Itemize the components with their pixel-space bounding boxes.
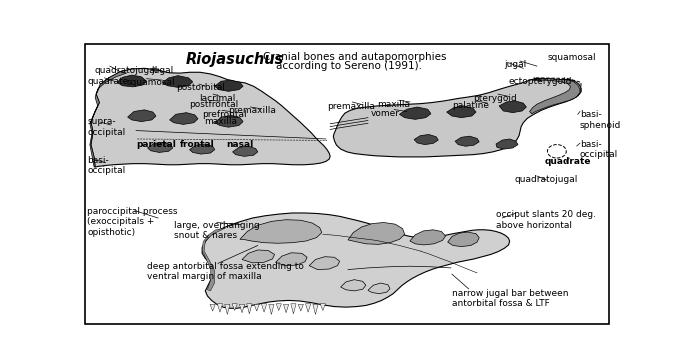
Polygon shape <box>348 222 405 244</box>
Polygon shape <box>148 142 173 153</box>
Text: Cranial bones and autapomorphies: Cranial bones and autapomorphies <box>263 52 447 62</box>
Polygon shape <box>313 304 318 314</box>
Polygon shape <box>269 304 274 314</box>
Polygon shape <box>341 280 366 291</box>
Polygon shape <box>284 304 288 313</box>
Text: squamosal: squamosal <box>127 78 175 87</box>
Polygon shape <box>276 253 307 266</box>
Polygon shape <box>170 112 198 124</box>
Polygon shape <box>240 304 244 313</box>
Polygon shape <box>291 304 296 314</box>
Polygon shape <box>217 304 223 312</box>
Polygon shape <box>320 304 326 310</box>
Text: postorbital: postorbital <box>177 83 225 92</box>
Text: premaxilla: premaxilla <box>327 102 375 111</box>
Polygon shape <box>90 72 127 167</box>
Text: ectopterygoid: ectopterygoid <box>508 77 572 86</box>
Text: maxilla: maxilla <box>204 116 237 126</box>
Polygon shape <box>202 228 225 291</box>
Text: squamosal: squamosal <box>548 53 596 62</box>
Text: basi-
occipital: basi- occipital <box>87 156 125 175</box>
Text: supra-
occipital: supra- occipital <box>87 117 125 136</box>
Text: frontal: frontal <box>180 139 215 149</box>
Text: pterygoid: pterygoid <box>473 94 517 103</box>
Text: paroccipital process
(exoccipitals +
opisthotic): paroccipital process (exoccipitals + opi… <box>87 207 178 237</box>
Polygon shape <box>232 304 238 310</box>
Polygon shape <box>305 304 311 312</box>
Polygon shape <box>202 213 510 308</box>
Polygon shape <box>529 78 580 114</box>
Text: jugal: jugal <box>151 66 173 75</box>
Polygon shape <box>414 134 438 145</box>
Text: quadratojugal: quadratojugal <box>515 175 578 185</box>
Text: narrow jugal bar between
antorbital fossa & LTF: narrow jugal bar between antorbital foss… <box>452 289 569 308</box>
Polygon shape <box>261 304 267 312</box>
Polygon shape <box>225 304 230 314</box>
Polygon shape <box>117 75 146 87</box>
Text: nasal: nasal <box>226 139 254 149</box>
Polygon shape <box>215 80 243 91</box>
Text: basi-
sphenoid: basi- sphenoid <box>580 110 621 130</box>
Polygon shape <box>399 107 431 119</box>
Text: according to Sereno (1991).: according to Sereno (1991). <box>276 61 422 71</box>
Polygon shape <box>309 257 340 270</box>
Polygon shape <box>215 115 243 127</box>
Polygon shape <box>246 304 252 314</box>
Polygon shape <box>447 232 479 246</box>
Text: vomer: vomer <box>371 109 400 118</box>
Text: parietal: parietal <box>136 139 176 149</box>
Text: Riojasuchus: Riojasuchus <box>185 52 284 67</box>
Polygon shape <box>298 304 303 311</box>
Polygon shape <box>128 110 156 122</box>
Text: deep antorbital fossa extending to
ventral margin of maxilla: deep antorbital fossa extending to ventr… <box>146 262 303 281</box>
Text: quadratojugal: quadratojugal <box>94 66 158 75</box>
Polygon shape <box>91 68 330 167</box>
Polygon shape <box>233 146 258 157</box>
Polygon shape <box>455 136 479 146</box>
Text: palatine: palatine <box>452 101 489 110</box>
Text: lacrimal: lacrimal <box>199 94 236 103</box>
Text: occiput slants 20 deg.
above horizontal: occiput slants 20 deg. above horizontal <box>496 210 596 230</box>
Polygon shape <box>240 220 322 243</box>
Polygon shape <box>496 139 518 149</box>
Text: quadrate: quadrate <box>544 158 591 166</box>
Text: jugal: jugal <box>504 60 527 70</box>
Polygon shape <box>499 101 527 112</box>
Polygon shape <box>190 144 215 154</box>
Polygon shape <box>447 106 476 118</box>
Polygon shape <box>333 78 581 157</box>
Text: quadrate: quadrate <box>87 77 129 86</box>
Text: large, overhanging
snout & nares: large, overhanging snout & nares <box>174 221 259 240</box>
Polygon shape <box>242 250 275 263</box>
Polygon shape <box>162 76 193 87</box>
Text: basi-
occipital: basi- occipital <box>580 140 618 159</box>
Polygon shape <box>368 283 390 294</box>
Text: maxilla: maxilla <box>377 100 410 109</box>
Polygon shape <box>276 304 282 310</box>
Text: postfrontal: postfrontal <box>190 100 239 109</box>
Text: premaxilla: premaxilla <box>228 106 276 115</box>
Text: prefrontal: prefrontal <box>202 110 247 119</box>
Polygon shape <box>410 230 445 245</box>
Polygon shape <box>210 304 215 311</box>
Polygon shape <box>254 304 259 311</box>
